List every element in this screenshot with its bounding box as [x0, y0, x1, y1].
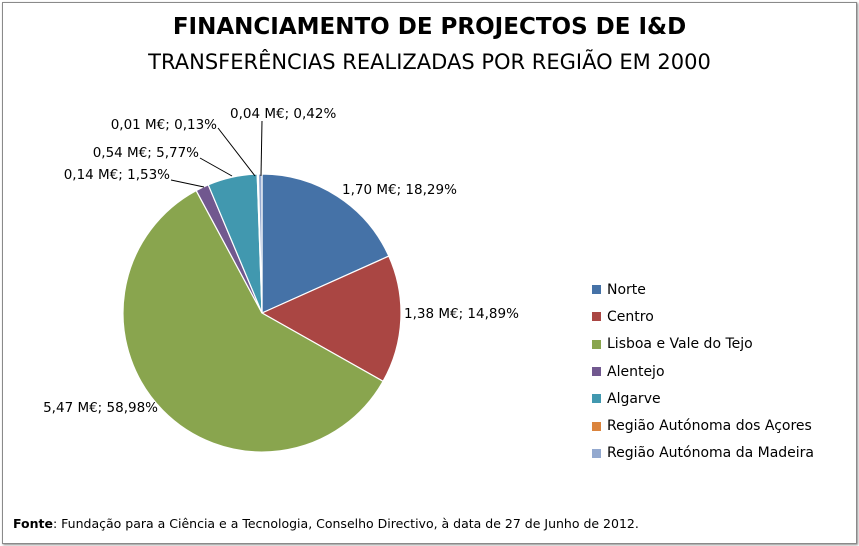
legend-item-1: Centro: [592, 303, 814, 330]
legend-label: Alentejo: [607, 363, 665, 380]
data-label-5: 0,01 M€; 0,13%: [111, 117, 217, 133]
leader-line-6: [260, 120, 263, 177]
legend-swatch: [592, 448, 601, 458]
data-label-4: 0,54 M€; 5,77%: [93, 145, 199, 161]
legend-label: Região Autónoma dos Açores: [607, 418, 812, 435]
pie-slice-2: [122, 189, 384, 453]
legend-item-4: Algarve: [592, 385, 814, 412]
legend-item-6: Região Autónoma da Madeira: [592, 440, 814, 467]
legend-item-2: Lisboa e Vale do Tejo: [592, 331, 814, 358]
source-note: Fonte: Fundação para a Ciência e a Tecno…: [13, 516, 639, 531]
legend-item-3: Alentejo: [592, 358, 814, 385]
legend-swatch: [592, 285, 601, 295]
legend-swatch: [592, 421, 601, 431]
legend-label: Centro: [607, 308, 654, 325]
legend-swatch: [592, 312, 601, 322]
leader-line-4: [199, 157, 233, 177]
legend-label: Algarve: [607, 390, 661, 407]
chart-legend: Norte Centro Lisboa e Vale do Tejo Alentejo…: [592, 276, 814, 467]
legend-label: Norte: [607, 281, 646, 298]
data-label-6: 0,04 M€; 0,42%: [230, 106, 336, 122]
legend-swatch: [592, 339, 601, 349]
legend-swatch: [592, 367, 601, 377]
source-text: : Fundação para a Ciência e a Tecnologia…: [52, 516, 639, 531]
legend-item-0: Norte: [592, 276, 814, 303]
data-label-2: 5,47 M€; 58,98%: [43, 400, 158, 416]
legend-label: Lisboa e Vale do Tejo: [607, 336, 753, 353]
pie-slice-1: [260, 255, 402, 383]
pie-slice-6: [257, 173, 263, 314]
data-label-1: 1,38 M€; 14,89%: [404, 306, 519, 322]
chart-title: FINANCIAMENTO DE PROJECTOS DE I&D: [172, 14, 687, 40]
leader-line-5: [217, 127, 256, 177]
legend-label: Região Autónoma da Madeira: [607, 445, 814, 462]
source-label: Fonte: [13, 516, 53, 531]
pie-slice-0: [261, 173, 390, 314]
chart-subtitle: TRANSFERÊNCIAS REALIZADAS POR REGIÃO EM …: [148, 50, 711, 74]
data-label-3: 0,14 M€; 1,53%: [64, 167, 170, 183]
legend-swatch: [592, 394, 601, 404]
legend-item-5: Região Autónoma dos Açores: [592, 412, 814, 439]
leader-line-3: [170, 179, 205, 188]
data-label-0: 1,70 M€; 18,29%: [342, 182, 457, 198]
